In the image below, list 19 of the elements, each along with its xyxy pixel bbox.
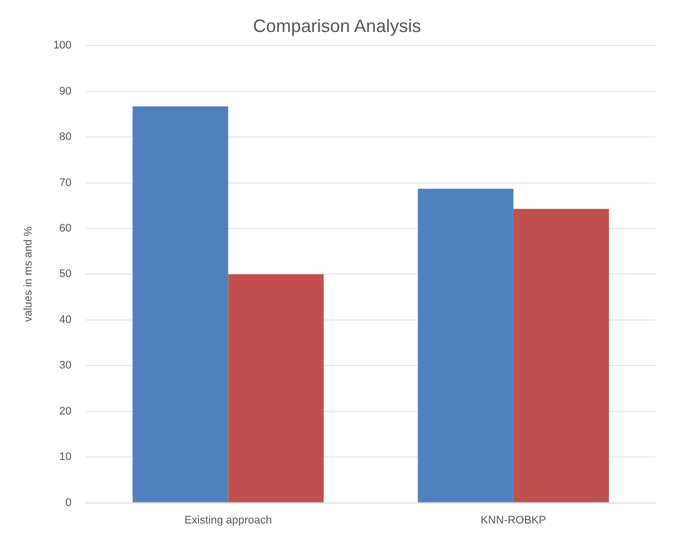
x-tick-label: KNN-ROBKP — [480, 514, 546, 526]
y-tick-label: 30 — [59, 360, 72, 372]
bar — [132, 106, 228, 502]
y-tick-label: 60 — [59, 222, 72, 235]
y-tick-label: 40 — [59, 314, 72, 326]
y-axis-title: values in ms and % — [22, 226, 35, 322]
y-tick-label: 70 — [59, 176, 72, 189]
y-tick-label: 100 — [53, 40, 72, 52]
y-tick-label: 10 — [59, 451, 72, 464]
bar — [418, 188, 514, 502]
y-tick-label: 50 — [59, 268, 72, 280]
y-tick-label: 80 — [59, 131, 72, 144]
x-tick-label: Existing approach — [184, 514, 272, 526]
y-tick-label: 0 — [65, 496, 72, 509]
bar — [228, 274, 324, 502]
bar — [513, 208, 609, 502]
y-tick-label: 90 — [59, 85, 72, 98]
y-tick-label: 20 — [59, 405, 72, 418]
chart-title: Comparison Analysis — [252, 16, 422, 36]
